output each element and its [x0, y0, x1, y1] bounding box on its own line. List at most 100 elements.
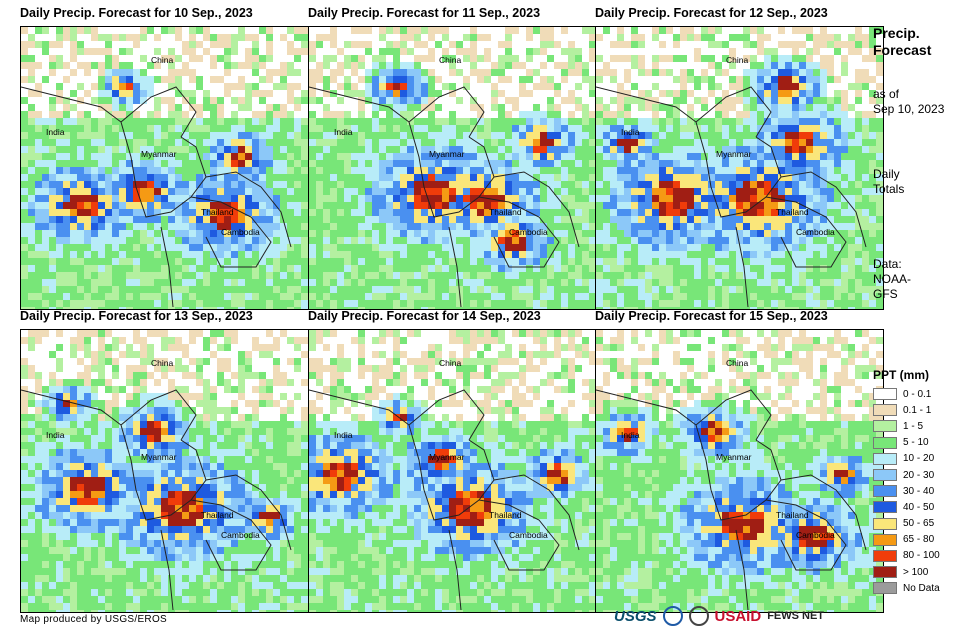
legend-items: 0 - 0.1 0.1 - 1 1 - 5 5 - 10 10 - 20 20 - 30 3…	[873, 386, 940, 596]
precip-map: China India Myanmar Thailand Cambodia	[20, 26, 309, 310]
place-label-china: China	[439, 55, 462, 65]
legend-item: 0 - 0.1	[873, 386, 940, 402]
legend-swatch	[873, 404, 897, 417]
place-label-china: China	[726, 55, 749, 65]
legend-label: 0.1 - 1	[903, 404, 932, 416]
daily-totals-note: Daily Totals	[873, 167, 904, 197]
place-label-myanmar: Myanmar	[141, 149, 177, 159]
place-label-india: India	[334, 127, 353, 137]
legend-item: No Data	[873, 580, 940, 596]
legend-item: 40 - 50	[873, 499, 940, 515]
place-label-thailand: Thailand	[776, 207, 809, 217]
legend-item: > 100	[873, 564, 940, 580]
place-label-thailand: Thailand	[489, 510, 522, 520]
place-label-india: India	[334, 430, 353, 440]
place-label-myanmar: Myanmar	[716, 149, 752, 159]
fews-net-logo: FEWS NET	[767, 610, 825, 622]
legend-item: 65 - 80	[873, 532, 940, 548]
legend-swatch	[873, 452, 897, 465]
legend-item: 80 - 100	[873, 548, 940, 564]
precip-map: China India Myanmar Thailand Cambodia	[595, 26, 884, 310]
precip-map: China India Myanmar Thailand Cambodia	[595, 329, 884, 613]
place-label-china: China	[439, 358, 462, 368]
usaid-logo: USAID	[714, 607, 762, 625]
precip-map: China India Myanmar Thailand Cambodia	[308, 329, 597, 613]
legend-item: 1 - 5	[873, 418, 940, 434]
legend-swatch	[873, 582, 897, 595]
legend-label: 0 - 0.1	[903, 388, 932, 400]
data-source: Data: NOAA- GFS	[873, 257, 911, 302]
credit-text: Map produced by USGS/EROS	[20, 614, 168, 625]
legend-label: 1 - 5	[903, 420, 924, 432]
legend-swatch	[873, 549, 897, 562]
legend: PPT (mm) 0 - 0.1 0.1 - 1 1 - 5 5 - 10 10 - 2…	[873, 368, 940, 596]
logo-strip: USGS USAID FEWS NET	[614, 606, 824, 626]
legend-label: 10 - 20	[903, 453, 935, 465]
legend-swatch	[873, 533, 897, 546]
legend-label: 40 - 50	[903, 501, 935, 513]
legend-label: No Data	[903, 582, 940, 594]
place-label-china: China	[726, 358, 749, 368]
place-label-cambodia: Cambodia	[796, 530, 835, 540]
legend-label: 30 - 40	[903, 485, 935, 497]
legend-item: 0.1 - 1	[873, 402, 940, 418]
place-label-india: India	[46, 127, 65, 137]
legend-label: 65 - 80	[903, 534, 935, 546]
legend-label: > 100	[903, 566, 929, 578]
legend-swatch	[873, 485, 897, 498]
as-of-label: as of	[873, 87, 900, 101]
legend-swatch	[873, 566, 897, 579]
legend-label: 5 - 10	[903, 437, 929, 449]
precip-map: China India Myanmar Thailand Cambodia	[20, 329, 309, 613]
legend-item: 5 - 10	[873, 435, 940, 451]
place-label-thailand: Thailand	[201, 207, 234, 217]
daily-line-1: Daily	[873, 167, 900, 181]
legend-swatch	[873, 469, 897, 482]
place-label-cambodia: Cambodia	[509, 227, 548, 237]
sidebar-title: Precip. Forecast	[873, 25, 931, 59]
daily-line-2: Totals	[873, 182, 905, 196]
place-label-china: China	[151, 55, 174, 65]
legend-swatch	[873, 517, 897, 530]
place-label-india: India	[621, 127, 640, 137]
place-label-myanmar: Myanmar	[716, 452, 752, 462]
legend-item: 50 - 65	[873, 516, 940, 532]
place-label-thailand: Thailand	[489, 207, 522, 217]
place-label-myanmar: Myanmar	[429, 149, 465, 159]
noaa-logo-icon	[662, 606, 683, 626]
legend-item: 10 - 20	[873, 451, 940, 467]
panel-title: Daily Precip. Forecast for 14 Sep., 2023	[308, 309, 541, 323]
panel-title: Daily Precip. Forecast for 13 Sep., 2023	[20, 309, 253, 323]
legend-label: 80 - 100	[903, 550, 940, 562]
seal-icon	[688, 606, 709, 626]
legend-label: 50 - 65	[903, 518, 935, 530]
place-label-india: India	[621, 430, 640, 440]
legend-swatch	[873, 388, 897, 401]
precip-map: China India Myanmar Thailand Cambodia	[308, 26, 597, 310]
place-label-cambodia: Cambodia	[509, 530, 548, 540]
legend-label: 20 - 30	[903, 469, 935, 481]
panel-title: Daily Precip. Forecast for 12 Sep., 2023	[595, 6, 828, 20]
usgs-logo: USGS	[614, 607, 657, 625]
place-label-thailand: Thailand	[776, 510, 809, 520]
legend-item: 20 - 30	[873, 467, 940, 483]
place-label-china: China	[151, 358, 174, 368]
data-line-3: GFS	[873, 287, 898, 301]
place-label-thailand: Thailand	[201, 510, 234, 520]
legend-swatch	[873, 420, 897, 433]
legend-item: 30 - 40	[873, 483, 940, 499]
legend-swatch	[873, 436, 897, 449]
place-label-myanmar: Myanmar	[429, 452, 465, 462]
place-label-myanmar: Myanmar	[141, 452, 177, 462]
place-label-cambodia: Cambodia	[221, 530, 260, 540]
panel-title: Daily Precip. Forecast for 11 Sep., 2023	[308, 6, 541, 20]
title-line-2: Forecast	[873, 42, 932, 58]
data-line-1: Data:	[873, 257, 902, 271]
panel-title: Daily Precip. Forecast for 10 Sep., 2023	[20, 6, 253, 20]
title-line-1: Precip.	[873, 25, 920, 41]
legend-swatch	[873, 501, 897, 514]
place-label-cambodia: Cambodia	[221, 227, 260, 237]
data-line-2: NOAA-	[873, 272, 912, 286]
panel-title: Daily Precip. Forecast for 15 Sep., 2023	[595, 309, 828, 323]
place-label-india: India	[46, 430, 65, 440]
